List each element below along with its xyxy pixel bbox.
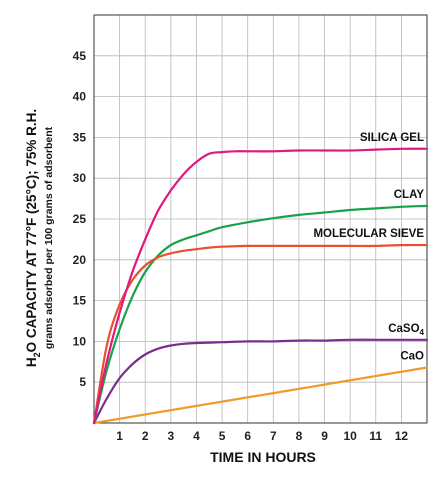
x-tick-label: 5 [219, 429, 226, 443]
x-tick-label: 10 [343, 429, 357, 443]
x-tick-label: 11 [369, 429, 382, 443]
y-tick-label: 35 [73, 130, 87, 144]
y-tick-labels: 5 10 15 20 25 30 35 40 45 [73, 49, 87, 389]
y-tick-label: 40 [73, 90, 87, 104]
y-axis-title: H2O CAPACITY AT 77°F (25°C); 75% R.H. [24, 109, 42, 367]
y-axis-title-subscript: 2 [32, 352, 42, 357]
y-tick-label: 5 [79, 375, 86, 389]
y-tick-label: 25 [73, 212, 87, 226]
y-tick-label: 20 [73, 253, 87, 267]
x-tick-label: 7 [270, 429, 277, 443]
series-labels: CaO CaSO4 CLAY MOLECULAR SIEVE SILICA GEL [313, 132, 424, 363]
y-tick-label: 45 [73, 49, 87, 63]
x-tick-label: 12 [395, 429, 409, 443]
x-tick-label: 8 [296, 429, 303, 443]
series-label-silica-gel: SILICA GEL [360, 132, 424, 144]
x-tick-label: 3 [168, 429, 175, 443]
x-tick-label: 1 [116, 429, 123, 443]
series-line-molecular-sieve [92, 243, 429, 425]
series-line-silica-gel [92, 147, 429, 425]
series-line-clay [92, 204, 429, 425]
series-layer [92, 147, 429, 425]
series-line-cao [92, 366, 429, 425]
y-tick-label: 10 [73, 334, 87, 348]
x-tick-labels: 1 2 3 4 5 6 7 8 9 10 11 12 [116, 429, 408, 443]
y-tick-label: 15 [73, 294, 87, 308]
y-axis-title-rest: O CAPACITY AT 77°F (25°C); 75% R.H. [24, 109, 39, 353]
series-label-caso4: CaSO4 [388, 323, 424, 337]
series-label-molecular-sieve: MOLECULAR SIEVE [313, 228, 424, 240]
x-axis-title: TIME IN HOURS [210, 449, 316, 465]
grid [94, 15, 427, 423]
y-tick-label: 30 [73, 171, 87, 185]
x-tick-label: 9 [321, 429, 328, 443]
x-tick-label: 2 [142, 429, 149, 443]
x-tick-label: 6 [244, 429, 251, 443]
series-label-clay: CLAY [394, 189, 425, 201]
x-tick-label: 4 [193, 429, 200, 443]
y-axis-subtitle: grams adsorbed per 100 grams of adsorben… [43, 126, 55, 349]
plot-frame [93, 14, 428, 424]
y-axis-title-h: H [24, 357, 39, 367]
series-label-cao: CaO [400, 351, 424, 363]
series-line-caso4 [92, 338, 429, 425]
